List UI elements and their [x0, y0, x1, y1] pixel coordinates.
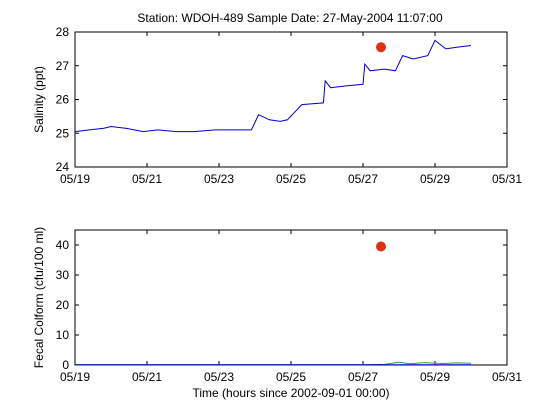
y-tick-label: 0: [62, 358, 69, 372]
y-axis-label: Fecal Colform (cfu/100 ml): [32, 227, 46, 368]
series-line: [74, 39, 472, 133]
chart-title: Station: WDOH-489 Sample Date: 27-May-20…: [137, 11, 443, 25]
x-tick-label: 05/19: [60, 172, 90, 186]
axes-box: [74, 229, 508, 366]
x-tick-label: 05/29: [420, 172, 450, 186]
sample-point: [376, 241, 386, 252]
x-tick-label: 05/23: [204, 172, 234, 186]
y-axis-label: Salinity (ppt): [32, 66, 46, 133]
x-tick-label: 05/21: [132, 370, 162, 384]
x-tick-label: 05/21: [132, 172, 162, 186]
x-axis-label: Time (hours since 2002-09-01 00:00): [193, 386, 390, 400]
y-tick-label: 28: [56, 25, 70, 39]
panel-1: 05/19 05/21 05/23 05/25 05/27 05/29 05/31 24 25 2…: [32, 25, 522, 186]
panel-2: 05/19 05/21 05/23 05/25 05/27 05/29 05/31 0 10 20…: [32, 227, 522, 400]
x-tick-label: 05/29: [420, 370, 450, 384]
axes-box: [74, 31, 508, 168]
y-tick-label: 30: [56, 268, 70, 282]
y-tick-label: 27: [56, 59, 70, 73]
x-tick-label: 05/31: [492, 172, 522, 186]
x-tick-label: 05/23: [204, 370, 234, 384]
x-tick-label: 05/25: [276, 172, 306, 186]
y-tick-label: 20: [56, 298, 70, 312]
x-tick-label: 05/27: [348, 172, 378, 186]
y-tick-label: 26: [56, 93, 70, 107]
y-tick-label: 40: [56, 238, 70, 252]
x-tick-label: 05/27: [348, 370, 378, 384]
y-tick-label: 24: [56, 160, 70, 174]
y-tick-label: 10: [56, 328, 70, 342]
x-tick-label: 05/25: [276, 370, 306, 384]
sample-point: [376, 42, 386, 53]
x-tick-label: 05/19: [60, 370, 90, 384]
x-tick-label: 05/31: [492, 370, 522, 384]
y-tick-label: 25: [56, 126, 70, 140]
panels: 05/19 05/21 05/23 05/25 05/27 05/29 05/31 24 25 2…: [32, 25, 522, 400]
